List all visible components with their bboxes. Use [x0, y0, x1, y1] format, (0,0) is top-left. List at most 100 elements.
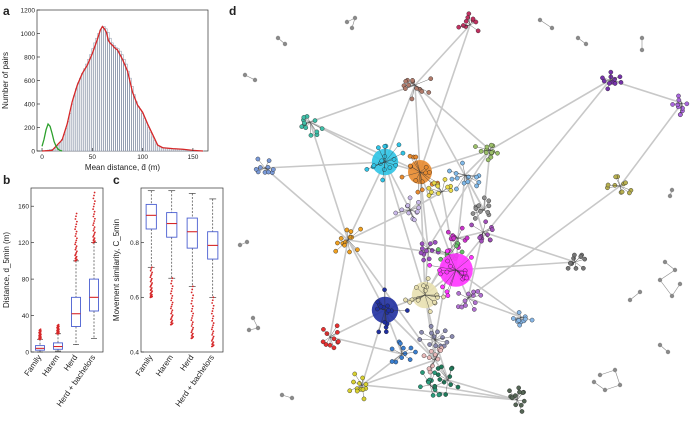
network-node	[572, 252, 577, 258]
network-node	[393, 359, 399, 365]
network-edge	[309, 84, 416, 123]
network-node	[473, 19, 479, 25]
network-node	[478, 292, 484, 298]
outlier-point	[190, 302, 193, 305]
isolated-node	[639, 47, 645, 53]
network-edge	[361, 359, 436, 386]
outlier-point	[171, 295, 174, 297]
outlier-point	[75, 232, 77, 235]
network-node	[476, 180, 482, 185]
outlier-point	[191, 300, 193, 302]
outlier-point	[191, 288, 194, 291]
outlier-point	[170, 305, 173, 308]
network-edge	[427, 149, 491, 249]
isolated-node	[349, 25, 355, 31]
outlier-point	[150, 293, 153, 296]
network-node	[413, 178, 419, 183]
cluster-link	[429, 265, 457, 271]
outlier-point	[171, 301, 174, 304]
x-tick-label: 150	[187, 154, 198, 161]
box	[186, 217, 198, 249]
network-node	[486, 198, 492, 204]
network-node	[331, 345, 337, 351]
cluster-link	[455, 257, 472, 271]
outlier-point	[190, 310, 193, 313]
isolated-node	[255, 325, 261, 331]
network-node	[352, 371, 358, 377]
isolated-node	[662, 259, 668, 265]
category-label: Herd	[178, 353, 195, 372]
cluster-link	[424, 294, 431, 312]
network-node	[421, 257, 426, 263]
network-node	[473, 206, 479, 211]
network-node	[410, 78, 415, 83]
network-node	[423, 170, 429, 176]
outlier-point	[75, 255, 78, 258]
network-node	[605, 86, 611, 92]
isolated-node	[275, 35, 281, 41]
outlier-point	[190, 331, 193, 334]
network-node	[483, 150, 489, 155]
outlier-point	[190, 325, 193, 327]
outlier-point	[211, 317, 214, 320]
network-node	[342, 242, 347, 248]
network-node	[600, 75, 605, 81]
outlier-point	[170, 290, 173, 293]
outlier-point	[191, 297, 194, 300]
cluster-link	[409, 156, 421, 173]
network-node	[427, 342, 432, 347]
network-node	[581, 265, 586, 271]
network-node	[677, 112, 683, 118]
network-node	[403, 78, 408, 84]
network-node	[338, 236, 344, 241]
network-node	[518, 402, 524, 408]
y-tick-label: 40	[22, 313, 30, 320]
isolated-node	[246, 327, 252, 333]
network-node	[393, 210, 399, 216]
network-node	[445, 248, 450, 254]
network-node	[419, 330, 424, 335]
network-node	[607, 81, 612, 86]
cluster-link	[417, 171, 421, 193]
outlier-point	[211, 302, 214, 304]
outlier-point	[76, 237, 78, 240]
histogram-bar	[83, 68, 86, 152]
network-node	[438, 348, 443, 353]
network-node	[405, 203, 411, 208]
outlier-point	[92, 208, 94, 211]
network-node	[419, 179, 425, 185]
network-node	[416, 199, 421, 205]
outlier-point	[210, 312, 213, 315]
network-node	[507, 388, 512, 394]
network-node	[612, 81, 618, 86]
component-edge	[593, 381, 606, 391]
network-node	[439, 364, 444, 370]
histogram-bar	[71, 103, 74, 152]
cluster-link	[446, 269, 457, 292]
isolated-node	[583, 41, 589, 47]
histogram-bar	[151, 136, 154, 152]
isolated-node	[597, 372, 603, 378]
panel-label-d: d	[229, 4, 236, 18]
y-tick-label: 1000	[21, 31, 36, 38]
network-node	[684, 101, 690, 107]
outlier-point	[171, 285, 174, 288]
network-edge	[434, 359, 449, 381]
outlier-point	[170, 297, 173, 300]
network-node	[567, 260, 573, 266]
histogram-bar	[141, 113, 144, 152]
histogram-bar	[107, 32, 110, 152]
isolated-node	[289, 395, 295, 401]
outlier-point	[57, 323, 60, 326]
outlier-point	[212, 307, 214, 310]
network-node	[426, 90, 432, 95]
y-tick-label: 400	[24, 101, 35, 108]
outlier-point	[75, 230, 78, 233]
outlier-point	[170, 282, 173, 285]
histogram-bar	[131, 86, 134, 152]
network-node	[469, 255, 474, 260]
network-node	[405, 308, 410, 313]
network-node	[361, 396, 367, 402]
cluster-link	[415, 156, 421, 173]
